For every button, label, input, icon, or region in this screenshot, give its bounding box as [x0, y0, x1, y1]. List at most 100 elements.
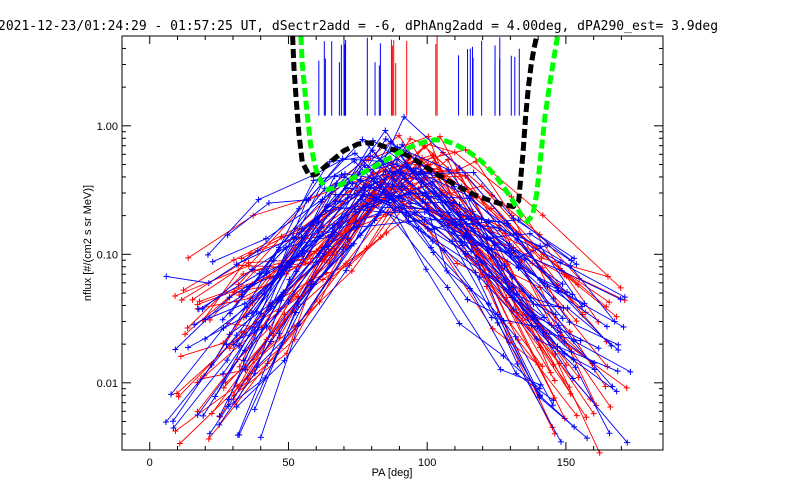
flux-point-marker: [382, 136, 389, 143]
flux-point-marker: [169, 418, 176, 425]
flux-point-marker: [390, 175, 397, 182]
flux-point-marker: [348, 267, 355, 274]
flux-point-marker: [269, 300, 276, 307]
flux-point-marker: [230, 341, 237, 348]
flux-point-marker: [178, 296, 185, 303]
flux-point-marker: [399, 141, 406, 148]
flux-point-marker: [341, 170, 348, 177]
flux-point-marker: [220, 384, 227, 391]
flux-point-marker: [395, 195, 402, 202]
flux-point-marker: [359, 193, 366, 200]
flux-point-marker: [168, 391, 175, 398]
flux-point-marker: [286, 276, 293, 283]
flux-point-marker: [249, 266, 256, 273]
flux-point-marker: [620, 324, 627, 331]
flux-point-marker: [494, 311, 501, 318]
flux-point-marker: [536, 277, 543, 284]
flux-point-marker: [236, 431, 243, 438]
flux-point-marker: [170, 425, 177, 432]
flux-point-marker: [400, 202, 407, 209]
flux-point-marker: [205, 280, 212, 287]
flux-point-marker: [206, 430, 213, 437]
flux-point-marker: [602, 383, 609, 390]
flux-point-marker: [445, 209, 452, 216]
flux-point-marker: [540, 329, 547, 336]
flux-point-marker: [236, 363, 243, 370]
flux-point-marker: [513, 291, 520, 298]
flux-point-marker: [504, 220, 511, 227]
flux-point-marker: [428, 244, 435, 251]
flux-point-marker: [194, 412, 201, 419]
flux-point-marker: [382, 127, 389, 134]
flux-point-marker: [257, 310, 264, 317]
flux-point-marker: [173, 390, 180, 397]
flux-point-marker: [177, 353, 184, 360]
chart-title: 2021-12-23/01:24:29 - 01:57:25 UT, dSect…: [0, 19, 718, 34]
flux-point-marker: [251, 370, 258, 377]
flux-point-marker: [572, 364, 579, 371]
flux-point-marker: [581, 300, 588, 307]
flux-point-marker: [566, 384, 573, 391]
flux-trace: [192, 205, 578, 416]
flux-point-marker: [357, 177, 364, 184]
flux-point-marker: [449, 238, 456, 245]
flux-point-marker: [591, 366, 598, 373]
flux-point-marker: [352, 208, 359, 215]
flux-point-marker: [241, 300, 248, 307]
flux-point-marker: [407, 135, 414, 142]
flux-point-marker: [453, 166, 460, 173]
flux-point-marker: [205, 436, 212, 443]
flux-point-marker: [245, 259, 252, 266]
flux-point-marker: [478, 183, 485, 190]
flux-point-marker: [382, 167, 389, 174]
flux-point-marker: [456, 164, 463, 171]
flux-point-marker: [568, 257, 575, 264]
flux-trace: [170, 205, 541, 395]
flux-point-marker: [559, 281, 566, 288]
flux-point-marker: [551, 377, 558, 384]
flux-point-marker: [615, 347, 622, 354]
flux-point-marker: [566, 319, 573, 326]
x-axis: 0 50 100 150: [147, 36, 622, 469]
flux-point-marker: [425, 133, 432, 140]
flux-point-marker: [431, 188, 438, 195]
flux-point-marker: [611, 318, 618, 325]
flux-point-marker: [552, 311, 559, 318]
flux-point-marker: [343, 267, 350, 274]
flux-point-marker: [254, 247, 261, 254]
flux-point-marker: [253, 308, 260, 315]
flux-point-marker: [208, 361, 215, 368]
flux-point-marker: [347, 242, 354, 249]
flux-point-marker: [185, 344, 192, 351]
x-tick-label: 50: [282, 457, 294, 469]
flux-point-marker: [396, 132, 403, 139]
flux-point-marker: [458, 238, 465, 245]
flux-point-marker: [541, 314, 548, 321]
flux-point-marker: [555, 322, 562, 329]
flux-point-marker: [216, 413, 223, 420]
flux-point-marker: [573, 261, 580, 268]
flux-point-marker: [604, 273, 611, 280]
flux-point-marker: [526, 230, 533, 237]
flux-point-marker: [180, 287, 187, 294]
flux-point-marker: [441, 247, 448, 254]
flux-point-marker: [182, 331, 189, 338]
flux-point-marker: [454, 260, 461, 267]
flux-point-marker: [340, 246, 347, 253]
flux-point-marker: [421, 208, 428, 215]
flux-point-marker: [615, 341, 622, 348]
black-fit-curve: [290, 35, 540, 210]
flux-point-marker: [226, 345, 233, 352]
flux-point-marker: [389, 181, 396, 188]
flux-point-marker: [191, 321, 198, 328]
flux-point-marker: [430, 152, 437, 159]
flux-point-marker: [316, 298, 323, 305]
flux-point-marker: [617, 296, 624, 303]
flux-point-marker: [233, 261, 240, 268]
flux-point-marker: [412, 165, 419, 172]
flux-point-marker: [515, 216, 522, 223]
flux-point-marker: [509, 294, 516, 301]
flux-point-marker: [292, 309, 299, 316]
flux-point-marker: [184, 325, 191, 332]
